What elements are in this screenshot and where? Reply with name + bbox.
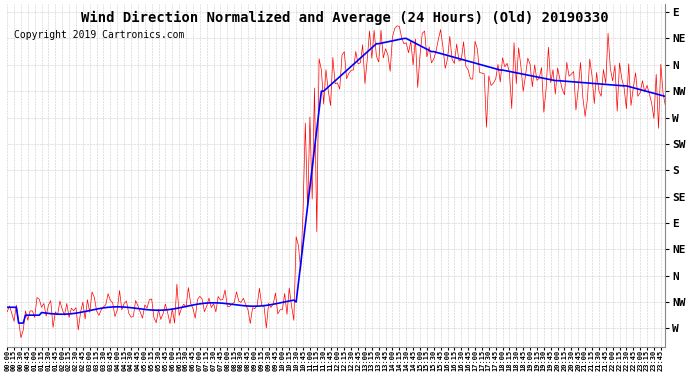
Text: Copyright 2019 Cartronics.com: Copyright 2019 Cartronics.com [14, 30, 184, 40]
Text: Wind Direction Normalized and Average (24 Hours) (Old) 20190330: Wind Direction Normalized and Average (2… [81, 11, 609, 26]
